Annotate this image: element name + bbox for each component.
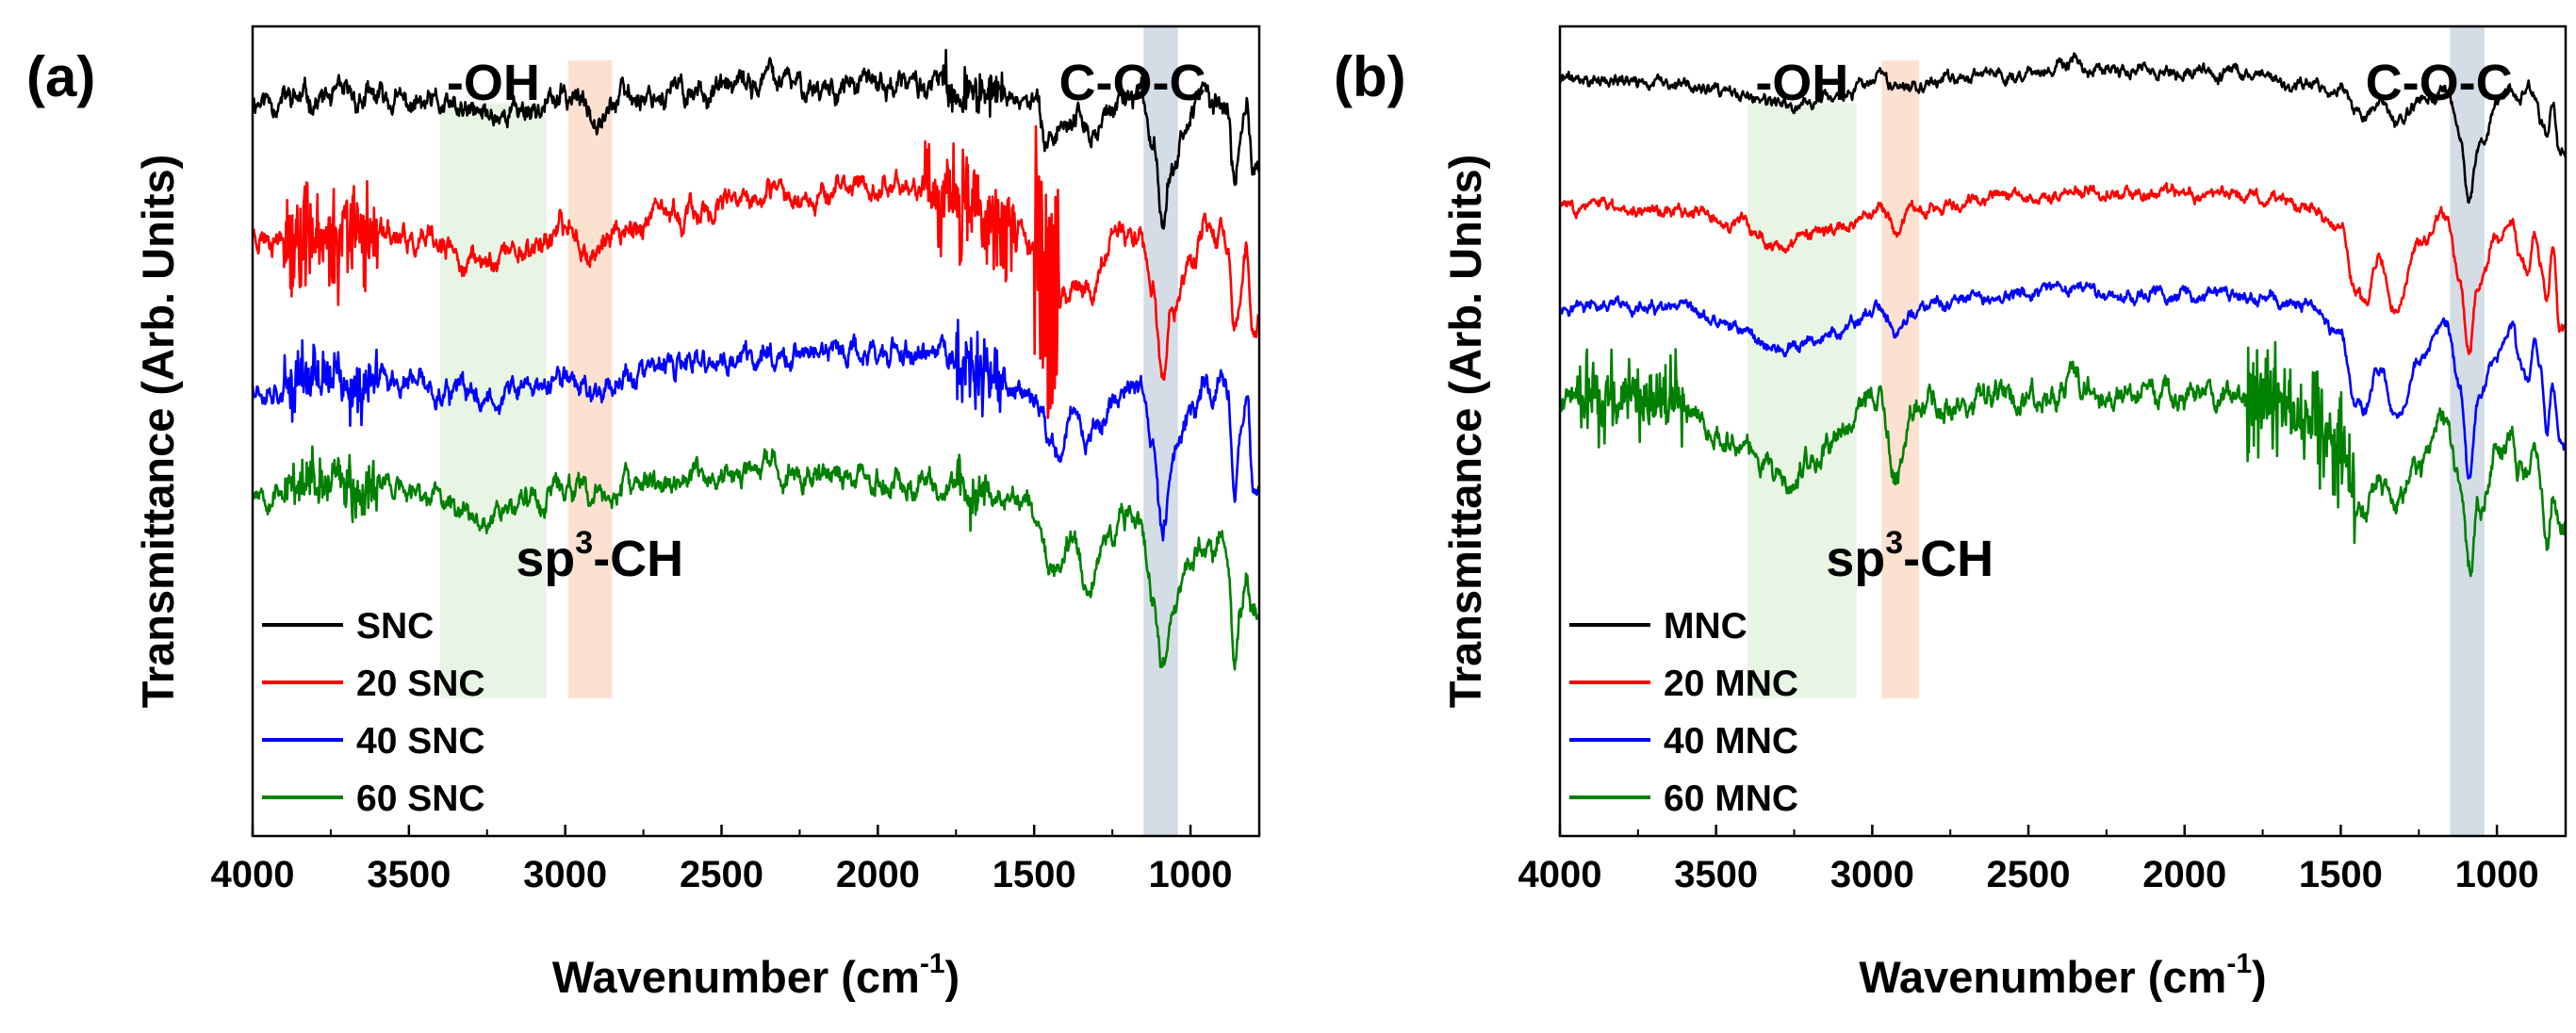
x-axis: 4000 3500 3000 2500 2000 1500 1000 (1518, 825, 2539, 895)
x-axis-title-main: Wavenumber (cm (552, 952, 920, 1002)
band-ch-label-sup: 3 (575, 525, 593, 561)
series-line-60-snc (253, 445, 1259, 671)
chart-panel-a: 4000 3500 3000 2500 2000 1500 1000 Wavenumber (… (26, 25, 1261, 1002)
band-ch-label-end: -CH (593, 531, 683, 587)
legend: SNC 20 SNC 40 SNC 60 SNC (262, 606, 485, 819)
y-axis-title: Transmittance (Arb. Units) (133, 155, 183, 709)
band-ch-label-sup: 3 (1885, 525, 1903, 561)
band-ch-label-end: -CH (1903, 531, 1994, 587)
x-tick-label: 1000 (2455, 854, 2539, 895)
x-tick-label: 3000 (1830, 854, 1914, 895)
y-axis-title: Transmittance (Arb. Units) (1440, 155, 1490, 709)
x-axis-title-sup: -1 (2226, 948, 2252, 979)
x-axis-title-end: ) (945, 952, 960, 1002)
band-coc-label: C-O-C (2366, 55, 2513, 111)
x-tick-label: 3000 (523, 854, 607, 895)
legend-label: 60 SNC (356, 779, 485, 819)
series-line-40-snc (253, 319, 1259, 542)
band-ch-label-main: sp (1826, 531, 1885, 587)
x-axis: 4000 3500 3000 2500 2000 1500 1000 (211, 825, 1233, 895)
x-axis-title: Wavenumber (cm-1) (552, 948, 960, 1002)
plot-frame (1558, 25, 2568, 838)
series-line-snc (253, 48, 1259, 230)
x-tick-label: 2000 (836, 854, 920, 895)
band-oh-label: -OH (447, 55, 540, 111)
legend-label: 40 MNC (1664, 721, 1798, 762)
series-line-20-mnc (1560, 182, 2566, 355)
x-tick-label: 2500 (680, 854, 763, 895)
legend-label: 20 MNC (1664, 664, 1798, 704)
band-ch-label: sp3-CH (516, 525, 683, 587)
band-oh-label: -OH (1755, 55, 1848, 111)
plot-frame (251, 25, 1261, 838)
x-tick-label: 4000 (211, 854, 295, 895)
series-line-60-mnc (1560, 340, 2566, 578)
band-ch-label-main: sp (516, 531, 575, 587)
legend-label: 60 MNC (1664, 779, 1798, 819)
band-coc-region (2450, 26, 2485, 836)
band-oh-region (440, 103, 547, 698)
x-axis-title-end: ) (2252, 952, 2267, 1002)
legend-label: MNC (1664, 606, 1747, 647)
x-axis-title-main: Wavenumber (cm (1859, 952, 2226, 1002)
panel-label: (b) (1334, 45, 1406, 108)
legend-label: 20 SNC (356, 664, 485, 704)
legend-label: 40 SNC (356, 721, 485, 762)
panel-label: (a) (26, 45, 95, 108)
legend: MNC 20 MNC 40 MNC 60 MNC (1569, 606, 1798, 819)
x-tick-label: 3500 (367, 854, 451, 895)
x-tick-label: 2000 (2142, 854, 2226, 895)
legend-label: SNC (356, 606, 434, 647)
x-tick-label: 3500 (1674, 854, 1758, 895)
x-tick-label: 4000 (1518, 854, 1602, 895)
x-tick-label: 1500 (2299, 854, 2383, 895)
series-line-20-snc (253, 124, 1259, 419)
series-line-mnc (1560, 52, 2566, 205)
band-ch-region (1881, 60, 1920, 698)
x-tick-label: 2500 (1987, 854, 2071, 895)
x-tick-label: 1500 (993, 854, 1076, 895)
chart-panel-b: 4000 3500 3000 2500 2000 1500 1000 Wavenumber (… (1334, 25, 2568, 1002)
x-axis-title: Wavenumber (cm-1) (1859, 948, 2266, 1002)
series-line-40-mnc (1560, 280, 2566, 480)
x-axis-title-sup: -1 (920, 948, 945, 979)
x-tick-label: 1000 (1149, 854, 1233, 895)
band-oh-region (1747, 103, 1857, 698)
band-ch-label: sp3-CH (1826, 525, 1994, 587)
band-coc-label: C-O-C (1059, 55, 1206, 111)
